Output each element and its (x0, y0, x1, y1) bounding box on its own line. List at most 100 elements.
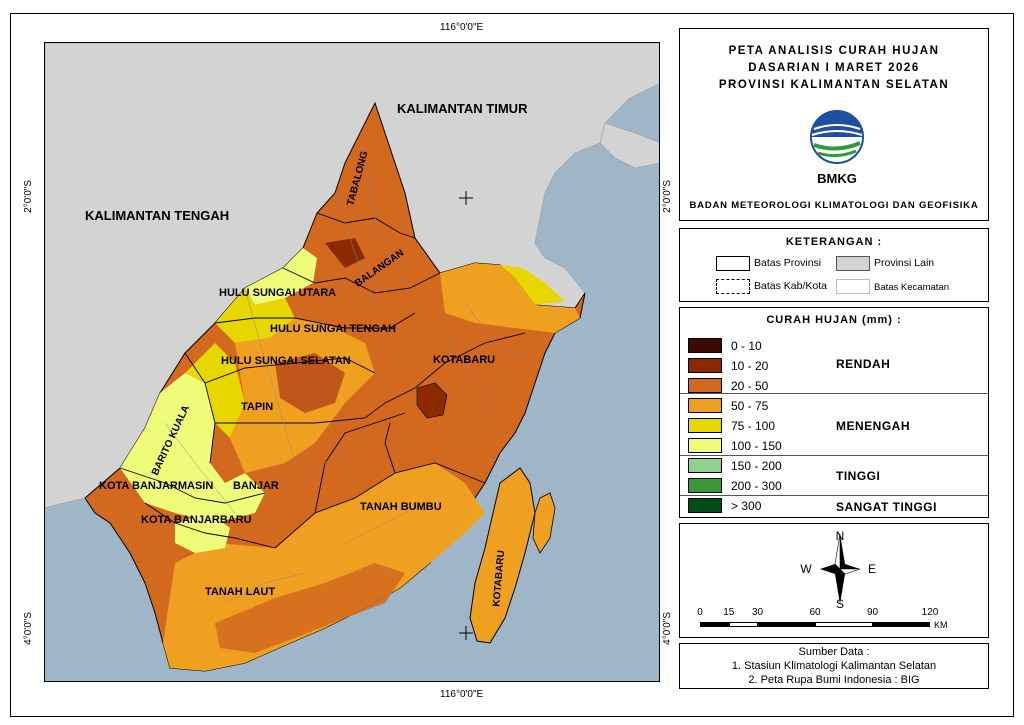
coord-top: 116°0'0"E (440, 22, 484, 33)
title-panel: PETA ANALISIS CURAH HUJAN DASARIAN I MAR… (679, 28, 989, 221)
bmkg-logo-icon: BMKG (808, 107, 866, 194)
coord-right-lower: 4°0'0"S (662, 612, 673, 645)
label-hsu: HULU SUNGAI UTARA (219, 287, 337, 299)
scale-tick-label: 0 (697, 607, 703, 618)
rainfall-class-row: 10 - 20 (680, 356, 988, 376)
rainfall-range-label: 20 - 50 (731, 379, 769, 393)
coord-left-upper: 2°0'0"S (23, 180, 34, 213)
category-menengah: MENENGAH (836, 419, 911, 433)
zone-75-100-north (215, 288, 295, 343)
label-batas-provinsi: Batas Provinsi (754, 257, 822, 269)
zone-100-150-north (245, 248, 317, 305)
label-kota-banjarbaru: KOTA BANJARBARU (141, 514, 252, 526)
coord-right-upper: 2°0'0"S (662, 180, 673, 213)
scale-segment (700, 622, 729, 627)
kotabaru-island (469, 467, 536, 644)
rainfall-swatch (688, 378, 722, 393)
subdistrict-boundaries (164, 162, 536, 604)
source-line1: 1. Stasiun Klimatologi Kalimantan Selata… (731, 660, 937, 672)
label-batas-kab-kota: Batas Kab/Kota (754, 280, 827, 292)
label-kalteng: KALIMANTAN TENGAH (85, 208, 230, 223)
scale-tick-label: 90 (866, 607, 879, 618)
compass-w: W (800, 562, 812, 576)
keterangan-heading: KETERANGAN : (785, 236, 883, 248)
rainfall-swatch (688, 338, 722, 353)
rainfall-class-row: 150 - 200 (680, 456, 988, 476)
source-heading: Sumber Data : (798, 646, 870, 658)
rainfall-swatch (688, 498, 722, 513)
rainfall-class-row: 100 - 150 (680, 436, 988, 456)
map-frame (10, 13, 1014, 717)
rainfall-range-label: 75 - 100 (731, 419, 776, 433)
source-line2: 2. Peta Rupa Bumi Indonesia : BIG (748, 674, 920, 686)
label-batas-kecamatan: Batas Kecamatan (874, 282, 949, 293)
rainfall-class-row: 20 - 50 (680, 376, 988, 396)
grid-crosses (459, 191, 473, 640)
rainfall-range-label: 50 - 75 (731, 399, 769, 413)
scale-tick-label: 30 (751, 607, 764, 618)
rainfall-class-row: 50 - 75 (680, 396, 988, 416)
rainfall-swatch (688, 398, 722, 413)
label-banjar: BANJAR (233, 480, 279, 492)
rainfall-range-label: > 300 (731, 499, 762, 513)
coord-bottom: 116°0'0"E (440, 689, 484, 700)
label-kaltim: KALIMANTAN TIMUR (397, 101, 528, 116)
rainfall-range-label: 150 - 200 (731, 459, 782, 473)
map-title-line2: DASARIAN I MARET 2026 (748, 62, 920, 74)
label-kota-banjarmasin: KOTA BANJARMASIN (99, 480, 214, 492)
rainfall-class-row: 200 - 300 (680, 476, 988, 496)
zone-100-150-west (120, 373, 265, 523)
scale-segment (757, 622, 815, 627)
scale-segment (728, 622, 758, 627)
rainfall-legend-heading: CURAH HUJAN (mm) : (766, 314, 902, 326)
zone-75-100-ne (500, 265, 565, 305)
compass-scale-panel: N S W E 0 15 30 60 90 120 KM (679, 523, 989, 638)
district-boundaries (119, 212, 526, 549)
compass-rose-icon: N S W E (800, 529, 876, 611)
agency-name: BADAN METEOROLOGI KLIMATOLOGI DAN GEOFIS… (689, 200, 979, 211)
bmkg-logo-text: BMKG (817, 171, 857, 186)
rainfall-swatch (688, 418, 722, 433)
rainfall-class-row: > 300 (680, 496, 988, 516)
divider-menengah (680, 455, 988, 456)
compass-e: E (868, 562, 876, 576)
scale-segment (872, 622, 930, 627)
map-drawing (45, 43, 659, 672)
scale-bar: 0 15 30 60 90 120 KM (697, 607, 947, 630)
rainfall-swatch (688, 438, 722, 453)
small-island (532, 492, 556, 554)
swatch-batas-kecamatan (836, 279, 870, 294)
rainfall-map: KALIMANTAN TENGAH KALIMANTAN TIMUR TABAL… (44, 42, 660, 682)
label-kotabaru-main: KOTABARU (433, 354, 496, 366)
scale-tick-label: 15 (723, 607, 735, 618)
rainfall-swatch (688, 358, 722, 373)
zone-20-50-center (275, 353, 345, 413)
zone-10-20-kotabaru (416, 382, 448, 419)
label-tanah-laut: TANAH LAUT (205, 586, 276, 598)
rainfall-range-label: 10 - 20 (731, 359, 769, 373)
label-tapin: TAPIN (241, 401, 274, 413)
scale-segment (815, 622, 873, 627)
rainfall-legend-panel: CURAH HUJAN (mm) : 0 - 10 10 - 20 20 - 50 5… (679, 307, 989, 518)
compass-n: N (836, 529, 845, 543)
scale-unit: KM (934, 620, 948, 630)
label-tanah-bumbu: TANAH BUMBU (360, 501, 442, 513)
label-hss: HULU SUNGAI SELATAN (221, 355, 351, 367)
map-title-line1: PETA ANALISIS CURAH HUJAN (728, 45, 940, 57)
zone-50-75-ne (440, 263, 580, 333)
divider-tinggi (680, 495, 988, 496)
zone-75-100-west (185, 343, 245, 438)
swatch-provinsi-lain (836, 256, 870, 271)
keterangan-panel: KETERANGAN : Batas Provinsi Provinsi Lai… (679, 228, 989, 302)
label-provinsi-lain: Provinsi Lain (874, 257, 935, 269)
rainfall-range-label: 200 - 300 (731, 479, 782, 493)
rainfall-class-row: 0 - 10 (680, 336, 988, 356)
category-tinggi: TINGGI (836, 469, 881, 483)
zone-10-20-north (325, 238, 365, 268)
category-rendah: RENDAH (836, 357, 891, 371)
rainfall-class-row: 75 - 100 (680, 416, 988, 436)
rainfall-range-label: 100 - 150 (731, 439, 782, 453)
rainfall-swatch (688, 478, 722, 493)
map-title-line3: PROVINSI KALIMANTAN SELATAN (718, 79, 950, 91)
zone-20-50-south (215, 563, 405, 653)
